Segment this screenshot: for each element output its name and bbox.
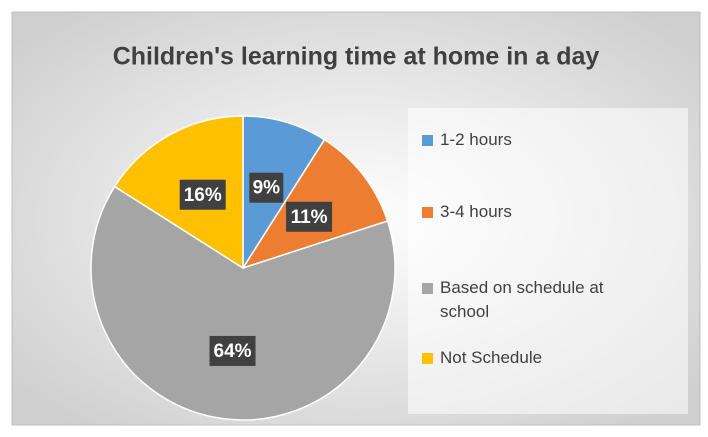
data-label-text: 11%: [291, 207, 328, 228]
legend-swatch: [422, 207, 433, 218]
legend-item: Not Schedule: [422, 346, 680, 370]
legend-swatch: [422, 283, 433, 294]
legend-label: 3-4 hours: [440, 202, 512, 221]
data-label-text: 16%: [184, 185, 222, 206]
data-label-box: [179, 179, 226, 210]
pie-slice: [113, 115, 244, 270]
legend-swatch: [422, 135, 433, 146]
legend-swatch: [422, 353, 433, 364]
pie-slice: [90, 185, 396, 421]
data-label: 11%: [286, 201, 333, 232]
legend-item: 1-2 hours: [422, 128, 680, 152]
pie-slice: [242, 115, 326, 271]
legend-label: 1-2 hours: [440, 130, 512, 149]
data-label-text: 9%: [253, 178, 281, 199]
data-label-box: [286, 201, 333, 232]
data-label-box: [209, 335, 256, 366]
data-label: 64%: [209, 335, 256, 366]
data-label-box: [249, 172, 284, 203]
chart-title: Children's learning time at home in a da…: [113, 43, 600, 71]
legend-item: 3-4 hours: [422, 200, 680, 224]
data-label: 9%: [249, 172, 284, 203]
legend-item: Based on schedule at school: [422, 276, 630, 324]
legend-label: Not Schedule: [440, 348, 543, 367]
data-label-text: 64%: [214, 341, 252, 362]
legend-label: Based on schedule at school: [440, 278, 604, 321]
data-label: 16%: [179, 179, 226, 210]
data-labels: 9% 11% 64% 16%: [179, 172, 333, 366]
legend: 1-2 hours 3-4 hours Based on schedule at s…: [408, 108, 688, 414]
slices: [90, 115, 396, 421]
